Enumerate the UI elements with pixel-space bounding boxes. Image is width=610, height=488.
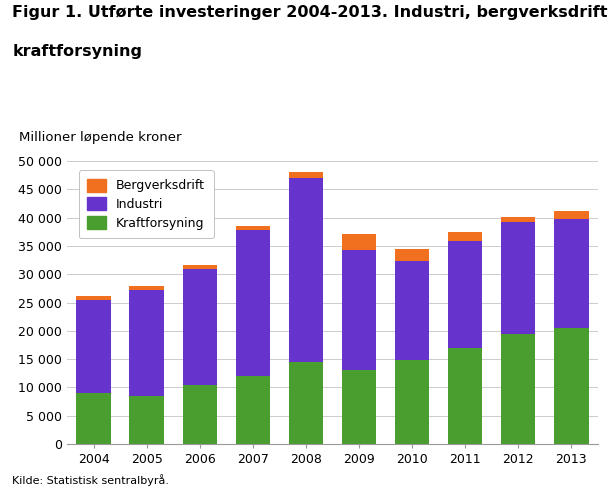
Bar: [554, 211, 589, 219]
Bar: [501, 334, 536, 444]
Bar: [289, 172, 323, 178]
Bar: [289, 362, 323, 444]
Bar: [182, 268, 217, 385]
Bar: [235, 230, 270, 376]
Bar: [129, 285, 164, 289]
Bar: [342, 370, 376, 444]
Bar: [395, 261, 429, 360]
Bar: [76, 300, 111, 393]
Bar: [235, 226, 270, 230]
Bar: [182, 385, 217, 444]
Bar: [448, 232, 483, 242]
Bar: [448, 348, 483, 444]
Bar: [182, 264, 217, 268]
Text: Millioner løpende kroner: Millioner løpende kroner: [20, 131, 182, 144]
Bar: [554, 328, 589, 444]
Bar: [289, 178, 323, 362]
Bar: [76, 296, 111, 300]
Bar: [395, 360, 429, 444]
Bar: [448, 242, 483, 348]
Bar: [554, 219, 589, 328]
Bar: [129, 396, 164, 444]
Text: Kilde: Statistisk sentralbyrå.: Kilde: Statistisk sentralbyrå.: [12, 474, 169, 486]
Bar: [395, 249, 429, 261]
Text: kraftforsyning: kraftforsyning: [12, 44, 142, 59]
Bar: [235, 376, 270, 444]
Bar: [342, 234, 376, 250]
Bar: [129, 289, 164, 396]
Text: Figur 1. Utførte investeringer 2004-2013. Industri, bergverksdrift og: Figur 1. Utførte investeringer 2004-2013…: [12, 5, 610, 20]
Bar: [342, 250, 376, 370]
Bar: [501, 222, 536, 334]
Bar: [76, 393, 111, 444]
Bar: [501, 217, 536, 222]
Legend: Bergverksdrift, Industri, Kraftforsyning: Bergverksdrift, Industri, Kraftforsyning: [79, 170, 214, 239]
